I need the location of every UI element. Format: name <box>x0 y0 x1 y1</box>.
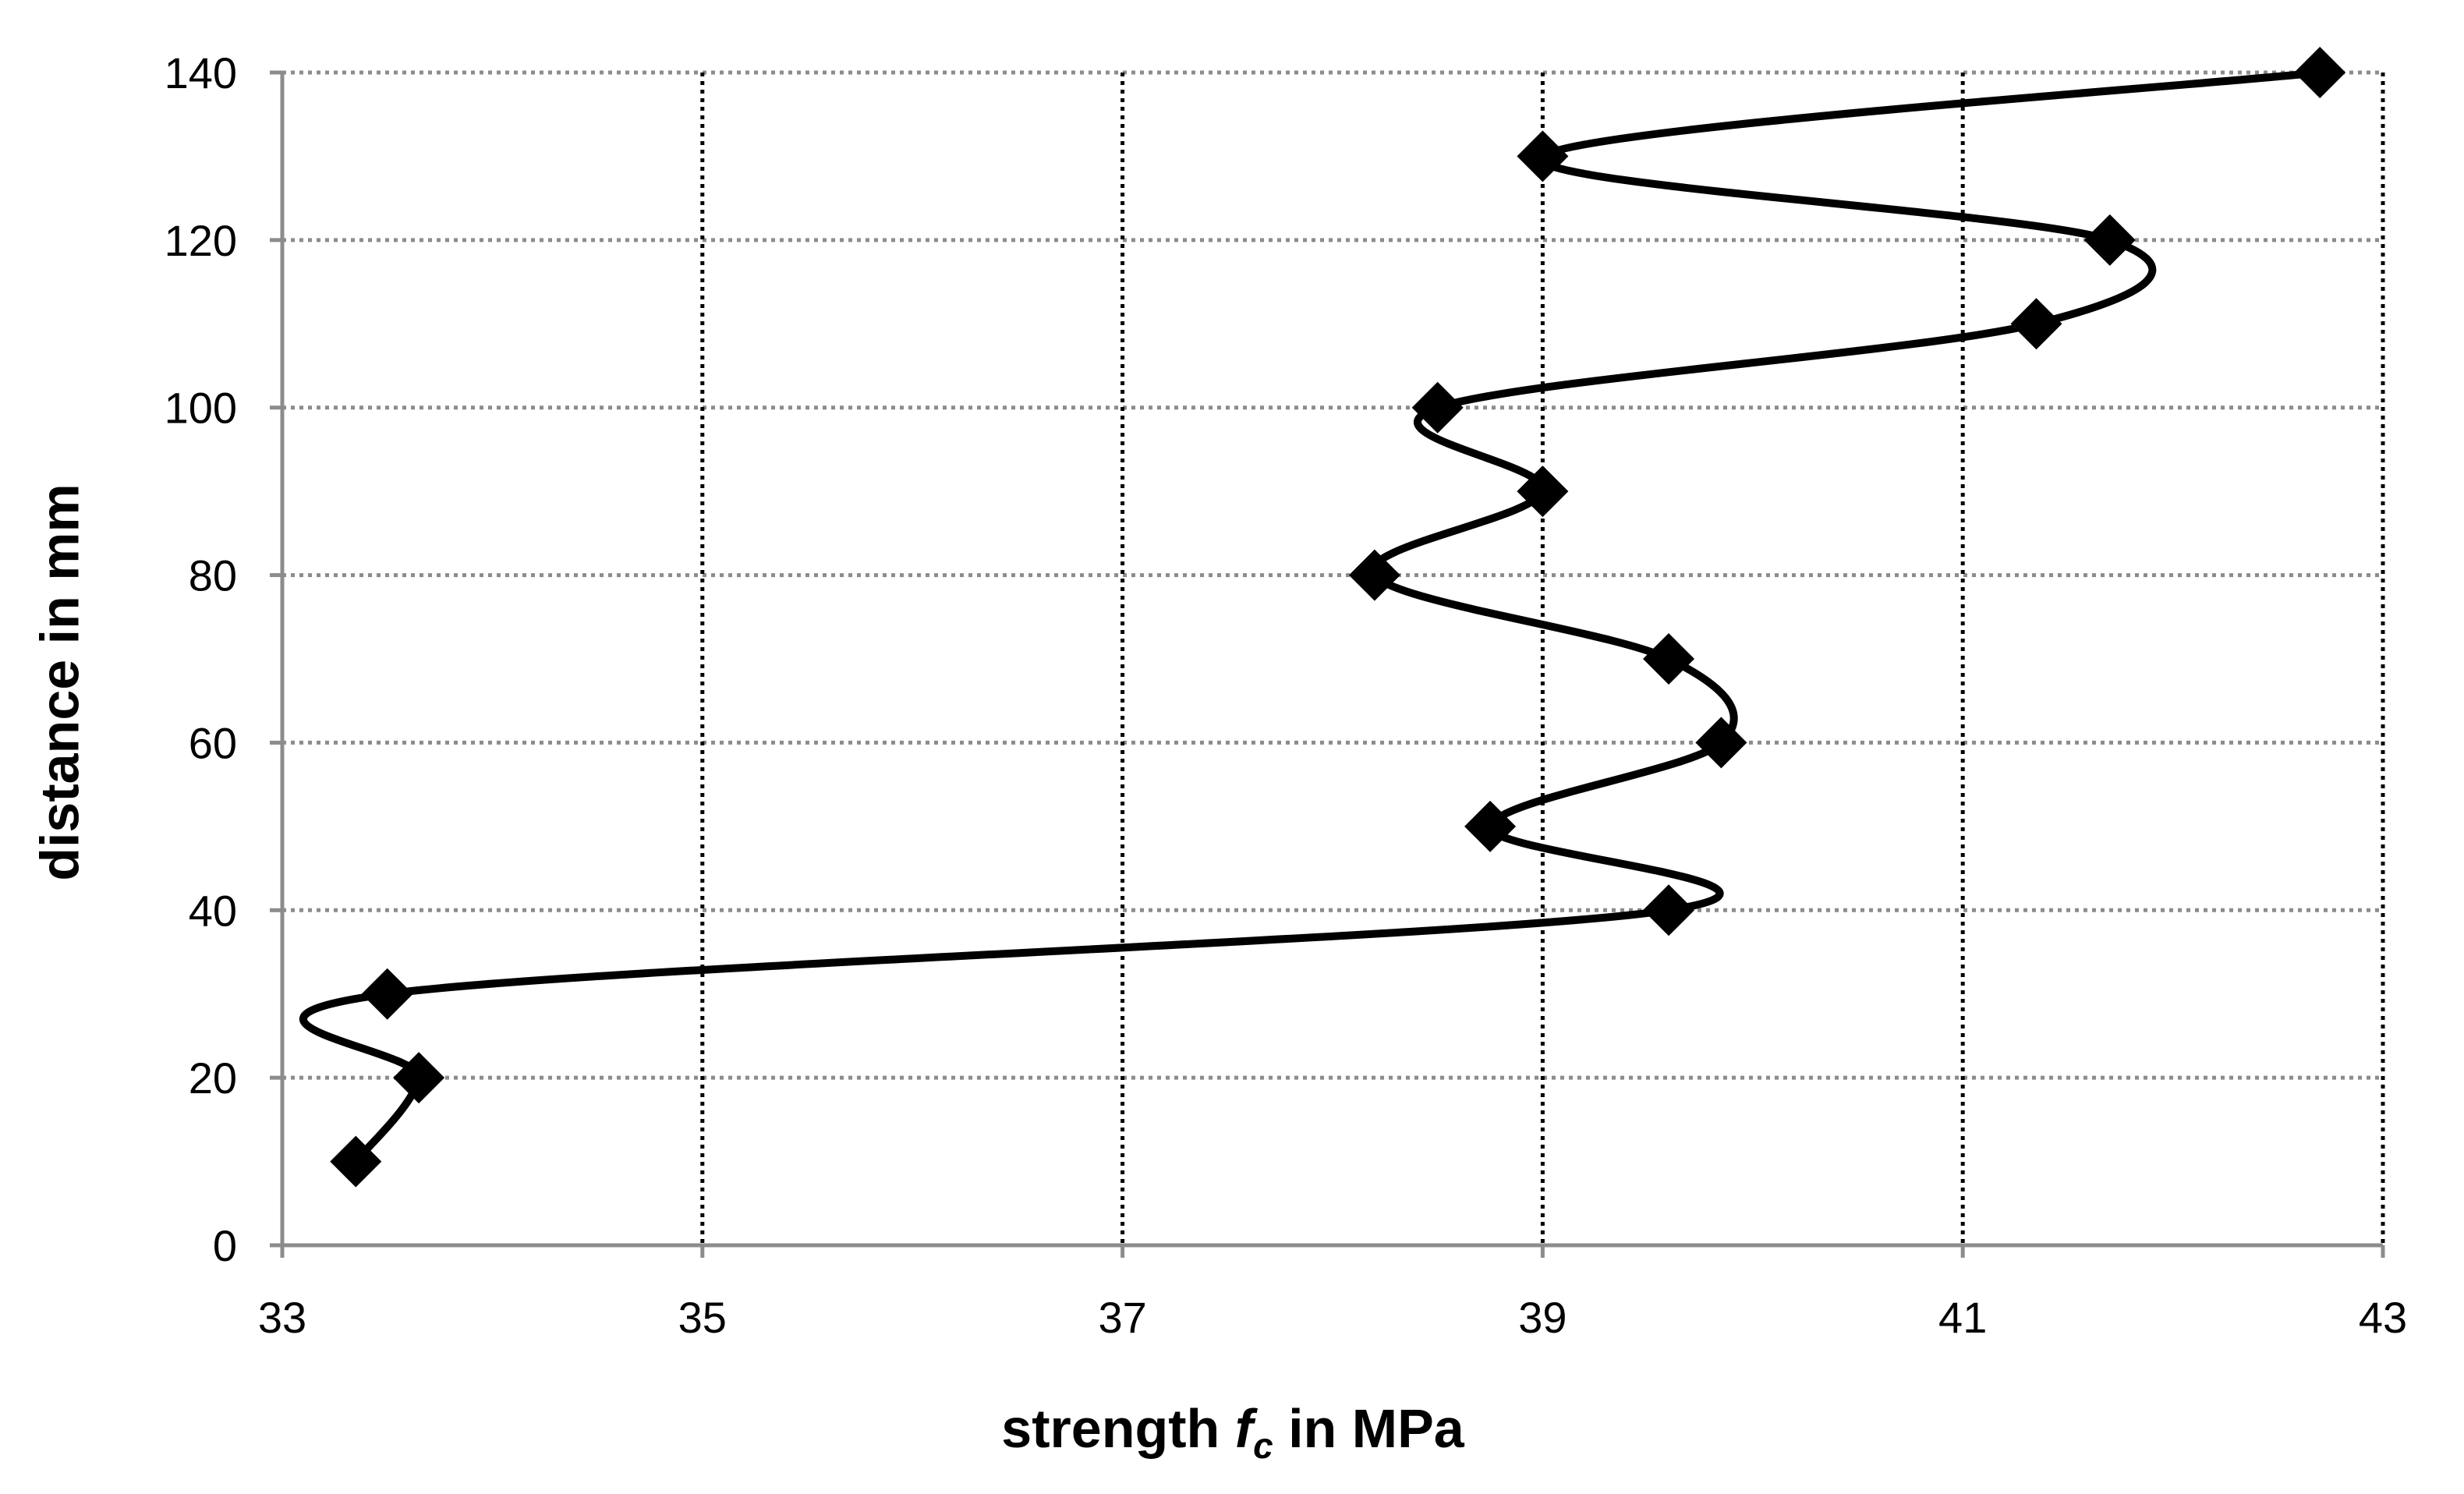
y-tick-label: 80 <box>189 551 237 600</box>
x-axis-title: strength fc in MPa <box>1001 1398 1464 1466</box>
data-point <box>2010 298 2062 350</box>
x-axis-title-rest: in MPa <box>1273 1398 1465 1459</box>
data-point <box>330 1135 382 1188</box>
data-point <box>1411 381 1464 434</box>
y-tick-label: 120 <box>165 216 237 265</box>
series-line <box>299 69 2324 1166</box>
data-point <box>393 1052 445 1104</box>
y-tick-label: 0 <box>213 1221 237 1270</box>
y-axis-title: distance in mm <box>29 483 90 881</box>
grid <box>282 70 2385 1245</box>
data-point <box>1348 549 1400 601</box>
x-tick-label: 35 <box>678 1293 727 1342</box>
y-tick-label: 140 <box>165 48 237 97</box>
y-tick-label: 20 <box>189 1053 237 1103</box>
series <box>299 47 2346 1188</box>
y-tick-label: 40 <box>189 886 237 935</box>
x-tick-label: 39 <box>1518 1293 1567 1342</box>
data-point <box>361 968 413 1020</box>
data-point <box>1643 884 1695 936</box>
y-tick-label: 60 <box>189 718 237 767</box>
data-point <box>1464 800 1517 852</box>
data-point <box>1643 633 1695 685</box>
data-point <box>1517 130 1569 182</box>
x-tick-label: 43 <box>2359 1293 2407 1342</box>
data-point <box>1695 717 1747 769</box>
data-point <box>2083 214 2136 266</box>
x-tick-label: 33 <box>258 1293 306 1342</box>
data-point <box>1517 466 1569 518</box>
x-axis-title-main: strength <box>1001 1398 1234 1459</box>
y-tick-label: 100 <box>165 384 237 433</box>
x-tick-label: 37 <box>1098 1293 1146 1342</box>
x-tick-label: 41 <box>1938 1293 1987 1342</box>
x-axis-title-sub: c <box>1253 1425 1273 1466</box>
axes <box>270 70 2385 1258</box>
data-point <box>2294 47 2346 98</box>
tick-labels: 0 20 40 60 80 100 120 140 33 35 37 39 41 43 <box>165 48 2408 1342</box>
